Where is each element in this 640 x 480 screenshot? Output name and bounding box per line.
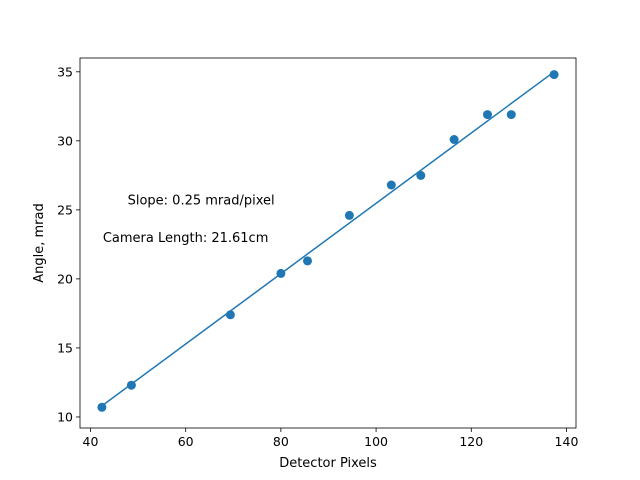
x-axis-label: Detector Pixels: [279, 456, 377, 471]
x-tick-label: 60: [178, 434, 194, 449]
x-tick-label: 100: [364, 434, 388, 449]
data-point: [303, 256, 312, 266]
data-point: [225, 310, 235, 320]
data-point: [449, 135, 459, 144]
data-point: [344, 210, 354, 220]
annotations: Slope: 0.25 mrad/pixel Camera Length: 21.…: [103, 194, 275, 246]
data-point: [276, 268, 286, 278]
data-point: [97, 402, 107, 412]
y-tick-label: 20: [57, 271, 73, 286]
annotation-text: Camera Length: 21.61cm: [103, 231, 269, 246]
x-tick-label: 120: [459, 434, 483, 449]
y-tick-label: 30: [57, 133, 73, 148]
annotation-text: Slope: 0.25 mrad/pixel: [128, 194, 275, 209]
y-tick-label: 25: [57, 202, 73, 217]
axes-frame: [79, 57, 577, 429]
data-point: [126, 380, 136, 390]
x-ticks: 40 60 80 100 120 140: [83, 428, 579, 449]
y-tick-label: 35: [57, 64, 73, 79]
data-point: [416, 170, 426, 180]
y-tick-label: 15: [57, 340, 73, 355]
x-tick-label: 40: [83, 434, 99, 449]
y-ticks: 10 15 20 25 30 35: [57, 64, 80, 424]
x-tick-label: 80: [273, 434, 289, 449]
data-point: [483, 110, 492, 120]
data-point: [506, 110, 516, 120]
x-tick-label: 140: [555, 434, 579, 449]
fit-line: [101, 71, 555, 407]
data-point: [549, 70, 559, 80]
y-tick-label: 10: [57, 409, 73, 424]
plot-content: [97, 70, 559, 412]
data-point: [386, 180, 396, 190]
y-axis-label: Angle, mrad: [32, 203, 47, 283]
